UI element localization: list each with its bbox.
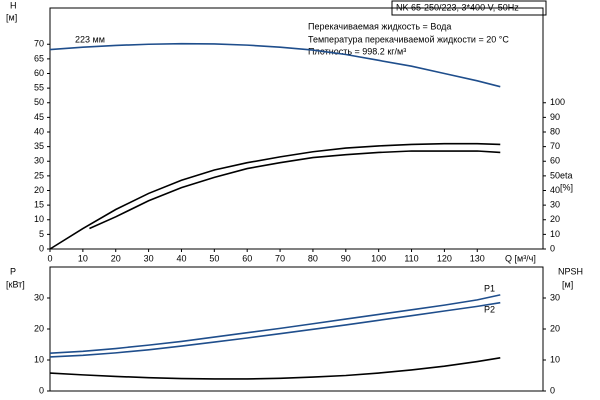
x-tick-label: 80 <box>308 253 318 263</box>
series-line <box>49 142 501 250</box>
chart-title: NK 65-250/223, 3*400 V, 50Hz <box>396 2 519 12</box>
info-line: Перекачиваемая жидкость = Вода <box>308 21 451 31</box>
y-tick-label: 45 <box>34 112 44 122</box>
y-tick-label: 25 <box>34 170 44 180</box>
x-tick-label: 50 <box>209 253 219 263</box>
y-tick-label: 30 <box>34 292 44 302</box>
y2-tick-label: 50 <box>550 170 560 180</box>
annotation: 223 мм <box>75 34 105 44</box>
x-tick-label: 0 <box>47 253 52 263</box>
y-tick-label: 30 <box>34 156 44 166</box>
x-tick-label: 40 <box>176 253 186 263</box>
series-line <box>49 42 501 88</box>
y-tick-label: 10 <box>34 354 44 364</box>
y-axis-unit: [кВт] <box>6 279 25 289</box>
y2-tick-label: 100 <box>550 97 565 107</box>
series-line <box>49 357 501 380</box>
y2-tick-label: 30 <box>550 200 560 210</box>
series-line <box>49 301 501 358</box>
y2-tick-label: 0 <box>550 243 555 253</box>
y2-tick-label: 80 <box>550 126 560 136</box>
y-tick-label: 0 <box>39 243 44 253</box>
y2-tick-label: 60 <box>550 156 560 166</box>
y-tick-label: 0 <box>39 385 44 395</box>
x-axis-title: Q [м³/ч] <box>505 253 536 263</box>
y-tick-label: 50 <box>34 97 44 107</box>
legend-label: P2 <box>484 304 495 314</box>
y-tick-label: 20 <box>34 185 44 195</box>
y2-tick-label: 10 <box>550 229 560 239</box>
y2-axis-unit: [м] <box>562 279 573 289</box>
plot-frame <box>49 266 544 392</box>
y-axis-title: P <box>10 266 16 276</box>
y-tick-label: 70 <box>34 39 44 49</box>
y2-tick-label: 40 <box>550 185 560 195</box>
y-tick-label: 5 <box>39 229 44 239</box>
x-tick-label: 70 <box>275 253 285 263</box>
y2-tick-label: 30 <box>550 292 560 302</box>
y-tick-label: 15 <box>34 200 44 210</box>
x-tick-label: 90 <box>341 253 351 263</box>
y2-tick-label: 70 <box>550 141 560 151</box>
x-tick-label: 60 <box>242 253 252 263</box>
y2-axis-title: NPSH <box>558 266 583 276</box>
y-tick-label: 65 <box>34 53 44 63</box>
info-line: Температура перекачиваемой жидкости = 20… <box>308 34 509 44</box>
y-tick-label: 55 <box>34 83 44 93</box>
y-tick-label: 10 <box>34 214 44 224</box>
x-tick-label: 110 <box>404 253 418 263</box>
y2-axis-title: eta <box>560 170 573 180</box>
y-tick-label: 40 <box>34 126 44 136</box>
series-line <box>49 294 501 354</box>
legend-label: P1 <box>484 283 495 293</box>
y2-tick-label: 20 <box>550 214 560 224</box>
y2-tick-label: 10 <box>550 354 560 364</box>
y2-tick-label: 90 <box>550 112 560 122</box>
series-line <box>89 150 501 230</box>
plot-frame <box>49 7 544 250</box>
y-axis-unit: [м] <box>6 12 17 22</box>
x-tick-label: 30 <box>144 253 154 263</box>
y-axis-title: H <box>10 0 17 10</box>
y2-tick-label: 0 <box>550 385 555 395</box>
x-tick-label: 100 <box>371 253 386 263</box>
y2-tick-label: 20 <box>550 323 560 333</box>
y-tick-label: 20 <box>34 323 44 333</box>
info-line: Плотность = 998.2 кг/м³ <box>308 46 406 56</box>
x-tick-label: 120 <box>437 253 452 263</box>
x-tick-label: 130 <box>470 253 485 263</box>
y-tick-label: 60 <box>34 68 44 78</box>
x-tick-label: 20 <box>111 253 121 263</box>
y2-axis-unit: [%] <box>560 182 573 192</box>
x-tick-label: 10 <box>78 253 88 263</box>
y-tick-label: 35 <box>34 141 44 151</box>
